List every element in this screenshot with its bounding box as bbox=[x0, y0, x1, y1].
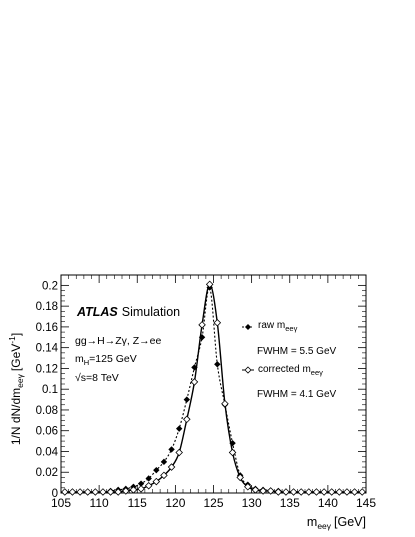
x-tick-label: 125 bbox=[203, 496, 223, 510]
raw-data-point bbox=[145, 475, 152, 482]
corrected-data-point bbox=[335, 488, 344, 496]
corrected-data-point bbox=[343, 488, 351, 496]
corrected-data-point bbox=[251, 486, 260, 494]
y-tick-label: 0.18 bbox=[36, 301, 58, 313]
corrected-data-point bbox=[76, 488, 84, 496]
legend-raw-fwhm: FWHM = 5.5 GeV bbox=[257, 346, 337, 357]
corrected-data-point bbox=[350, 488, 359, 496]
corrected-data-point bbox=[183, 415, 191, 424]
corrected-data-point bbox=[274, 488, 283, 496]
raw-data-point bbox=[175, 425, 183, 432]
corrected-data-point bbox=[83, 488, 92, 496]
corrected-data-point bbox=[305, 488, 313, 496]
corrected-data-point bbox=[106, 488, 115, 496]
raw-data-point bbox=[198, 334, 206, 341]
corrected-data-point bbox=[228, 448, 237, 457]
corrected-data-point bbox=[122, 487, 130, 495]
raw-data-point bbox=[191, 364, 198, 371]
corrected-data-point bbox=[236, 473, 244, 482]
y-tick-label: 0.12 bbox=[36, 363, 58, 375]
legend-raw-marker bbox=[245, 324, 251, 330]
legend-corrected-marker bbox=[244, 366, 252, 374]
atlas-label: ATLAS Simulation bbox=[76, 305, 180, 319]
corrected-data-point bbox=[312, 488, 321, 496]
y-tick-label: 0.2 bbox=[42, 280, 58, 292]
corrected-data-point bbox=[327, 488, 336, 496]
data-points bbox=[61, 280, 366, 496]
corrected-data-point bbox=[175, 448, 183, 457]
corrected-data-point bbox=[61, 488, 69, 496]
corrected-data-point bbox=[129, 486, 138, 494]
raw-data-point bbox=[229, 439, 236, 447]
process-label: gg→H→Zγ, Z→ee bbox=[75, 335, 162, 347]
y-tick-label: 0.08 bbox=[36, 405, 58, 417]
corrected-data-point bbox=[144, 481, 153, 490]
corrected-data-point bbox=[358, 488, 366, 496]
y-tick-label: 0.14 bbox=[36, 343, 59, 355]
y-tick-label: 0.16 bbox=[36, 322, 58, 334]
y-tick-label: 0.02 bbox=[36, 467, 58, 479]
corrected-data-point bbox=[282, 488, 290, 496]
corrected-data-point bbox=[114, 488, 122, 496]
corrected-data-point bbox=[244, 483, 252, 491]
corrected-data-point bbox=[266, 487, 275, 495]
x-tick-label: 120 bbox=[165, 496, 185, 510]
corrected-data-point bbox=[167, 463, 176, 471]
raw-data-point bbox=[168, 446, 175, 453]
corrected-data-point bbox=[320, 488, 328, 496]
energy-label: √s=8 TeV bbox=[75, 372, 119, 384]
corrected-data-point bbox=[205, 280, 214, 289]
x-tick-label: 135 bbox=[280, 496, 300, 510]
corrected-data-point bbox=[99, 488, 107, 496]
legend-corrected-fwhm: FWHM = 4.1 GeV bbox=[257, 389, 337, 400]
corrected-data-point bbox=[297, 488, 305, 496]
y-tick-label: 0.04 bbox=[36, 446, 59, 458]
legend-raw-label: raw meeγ bbox=[258, 320, 298, 333]
raw-data-point bbox=[160, 458, 168, 466]
x-tick-label: 115 bbox=[128, 496, 147, 510]
corrected-data-point bbox=[198, 321, 206, 329]
corrected-data-point bbox=[213, 318, 222, 327]
x-axis-label: meeγ [GeV] bbox=[307, 515, 366, 531]
legend: raw meeγ FWHM = 5.5 GeV corrected meeγ F… bbox=[242, 320, 337, 400]
y-tick-labels: 0 0.02 0.04 0.06 0.08 0.1 0.12 0.14 0.16 0.18 0.2 bbox=[36, 280, 59, 500]
x-tick-label: 105 bbox=[51, 496, 71, 510]
legend-corrected-label: corrected meeγ bbox=[258, 364, 323, 377]
x-tick-label: 130 bbox=[242, 496, 262, 510]
raw-data-point bbox=[137, 480, 145, 487]
corrected-data-point bbox=[152, 477, 161, 486]
raw-data-point bbox=[153, 466, 160, 474]
x-tick-label: 140 bbox=[318, 496, 338, 510]
y-tick-label: 0.1 bbox=[42, 384, 58, 396]
corrected-data-point bbox=[259, 487, 267, 495]
higgs-mass-label: mH=125 GeV bbox=[75, 353, 137, 367]
corrected-data-point bbox=[91, 488, 100, 496]
corrected-data-point bbox=[289, 488, 298, 496]
corrected-data-point bbox=[221, 399, 229, 408]
corrected-data-point bbox=[160, 471, 168, 480]
raw-data-point bbox=[183, 396, 191, 403]
y-axis-label: 1/N dN/dmeeγ[GeV-1] bbox=[7, 333, 25, 445]
x-tick-labels: 105 110 115 120 125 130 135 140 145 bbox=[51, 496, 376, 510]
corrected-data-point bbox=[68, 488, 77, 496]
raw-data-point bbox=[214, 361, 221, 368]
corrected-data-point bbox=[137, 485, 145, 493]
x-tick-label: 110 bbox=[90, 496, 109, 510]
x-tick-label: 145 bbox=[356, 496, 376, 510]
y-tick-label: 0 bbox=[52, 488, 58, 500]
y-tick-label: 0.06 bbox=[36, 426, 58, 438]
corrected-data-point bbox=[190, 378, 199, 386]
